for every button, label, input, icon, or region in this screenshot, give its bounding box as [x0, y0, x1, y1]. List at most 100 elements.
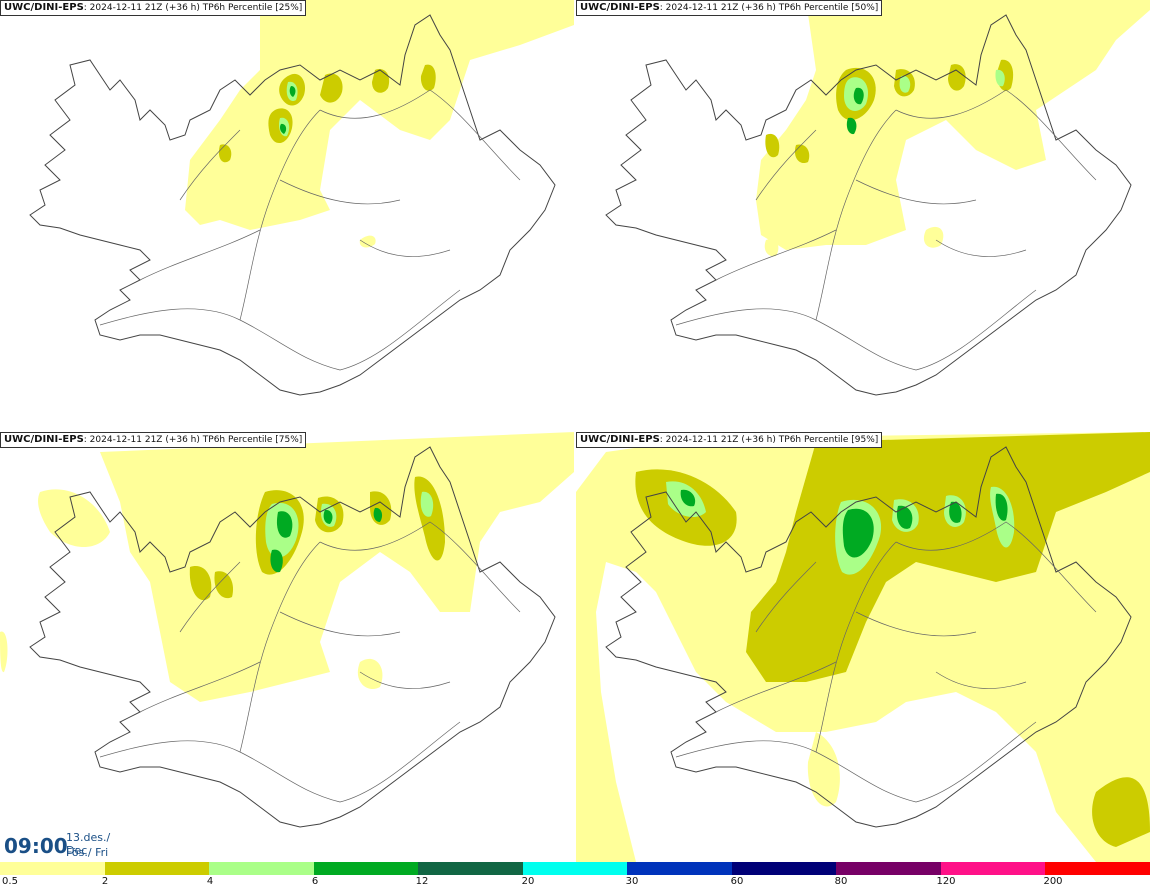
precip-map-50 [605, 0, 1150, 396]
legend-label-4: 12 [415, 876, 429, 887]
legend-label-6: 30 [625, 876, 639, 887]
road-line [855, 179, 977, 205]
precip-area-light [0, 631, 8, 673]
legend-label-9: 120 [936, 876, 956, 887]
precip-area-green-light [899, 75, 911, 93]
road-line [755, 561, 817, 633]
legend-swatch-8 [836, 862, 941, 875]
valid-date: 13.des./ Dec [66, 831, 111, 857]
legend-label-2: 4 [206, 876, 214, 887]
precip-area-light [756, 0, 1150, 250]
precip-area-light [807, 732, 840, 807]
road-line [359, 671, 451, 689]
valid-day: Fös./ Fri [66, 846, 109, 859]
color-legend: 0.5 2 4 6 12 20 30 60 80 120 200 [0, 862, 1150, 891]
precip-area-light [100, 432, 574, 702]
precip-area-light [923, 226, 944, 248]
precip-area-green [680, 489, 696, 507]
legend-label-0: 0.5 [2, 876, 18, 887]
precip-area-medium [214, 571, 234, 599]
road-line [895, 89, 1097, 181]
road-line [319, 521, 521, 613]
road-line [715, 229, 837, 281]
road-line [715, 661, 837, 713]
road-line [99, 289, 461, 371]
road-line [855, 611, 977, 637]
road-line [139, 229, 261, 281]
map-panel-50: UWC/DINI-EPS: 2024-12-11 21Z (+36 h) TP6… [576, 0, 1150, 430]
precip-area-green [373, 507, 383, 522]
road-line [179, 129, 241, 201]
legend-swatch-1 [104, 862, 210, 875]
precip-area-light [359, 235, 376, 248]
legend-label-3: 6 [311, 876, 319, 887]
precip-area-medium [948, 64, 966, 91]
precip-area-light [185, 0, 574, 230]
road-line [815, 109, 897, 321]
precip-area-green [270, 549, 283, 573]
coastline [605, 14, 1132, 396]
precip-area-green [842, 508, 874, 558]
road-line [935, 239, 1027, 257]
road-line [675, 289, 1037, 371]
map-panel-95: UWC/DINI-EPS: 2024-12-11 21Z (+36 h) TP6… [576, 432, 1150, 862]
panel-title-25: UWC/DINI-EPS: 2024-12-11 21Z (+36 h) TP6… [0, 0, 307, 16]
road-line [319, 89, 521, 181]
road-line [359, 239, 451, 257]
precip-area-medium [794, 144, 810, 164]
panel-title-50: UWC/DINI-EPS: 2024-12-11 21Z (+36 h) TP6… [576, 0, 883, 16]
valid-time-clock: 09:00 [4, 834, 68, 858]
precip-area-green [896, 505, 913, 529]
map-panel-25: UWC/DINI-EPS: 2024-12-11 21Z (+36 h) TP6… [0, 0, 574, 430]
coastline [29, 14, 556, 396]
legend-label-10: 200 [1043, 876, 1063, 887]
precip-map-25 [29, 0, 574, 396]
legend-swatch-5 [522, 862, 628, 875]
panel-title-95: UWC/DINI-EPS: 2024-12-11 21Z (+36 h) TP6… [576, 432, 883, 448]
panel-title-75: UWC/DINI-EPS: 2024-12-11 21Z (+36 h) TP6… [0, 432, 307, 448]
legend-label-7: 60 [730, 876, 744, 887]
precip-area-light [764, 239, 779, 257]
legend-swatch-0 [0, 862, 105, 875]
road-line [895, 521, 1097, 613]
coastline [29, 446, 556, 828]
road-line [239, 541, 321, 753]
precip-area-medium [189, 566, 212, 601]
road-line [935, 671, 1027, 689]
precip-area-green-light [995, 69, 1005, 87]
legend-label-8: 80 [834, 876, 848, 887]
road-line [139, 661, 261, 713]
precip-area-medium [420, 64, 436, 91]
precip-area-medium [218, 144, 232, 163]
precip-area-medium [372, 69, 390, 93]
road-line [99, 721, 461, 803]
precip-area-green [289, 86, 296, 97]
precip-area-medium [320, 73, 343, 103]
map-panel-75: UWC/DINI-EPS: 2024-12-11 21Z (+36 h) TP6… [0, 432, 574, 862]
road-line [239, 109, 321, 321]
legend-swatch-3 [313, 862, 419, 875]
legend-color-bar [0, 862, 1150, 875]
precip-area-light [357, 658, 383, 690]
legend-swatch-9 [940, 862, 1046, 875]
legend-swatch-4 [418, 862, 523, 875]
precip-map-95 [576, 432, 1150, 862]
precip-area-medium [1092, 777, 1150, 847]
precip-map-75 [0, 432, 574, 828]
road-line [179, 561, 241, 633]
legend-swatch-2 [209, 862, 314, 875]
precip-area-green [280, 123, 287, 134]
legend-label-1: 2 [101, 876, 109, 887]
coastline [605, 446, 1132, 828]
precip-area-green [323, 509, 333, 524]
precip-area-green [949, 501, 962, 523]
precip-area-green [846, 117, 857, 135]
precip-area-green [995, 493, 1008, 521]
precip-area-green [853, 87, 864, 105]
road-line [675, 721, 1037, 803]
legend-swatch-10 [1045, 862, 1150, 875]
road-line [279, 611, 401, 637]
precip-area-green [276, 511, 293, 538]
precip-area-green-light [420, 491, 434, 517]
legend-label-5: 20 [521, 876, 535, 887]
